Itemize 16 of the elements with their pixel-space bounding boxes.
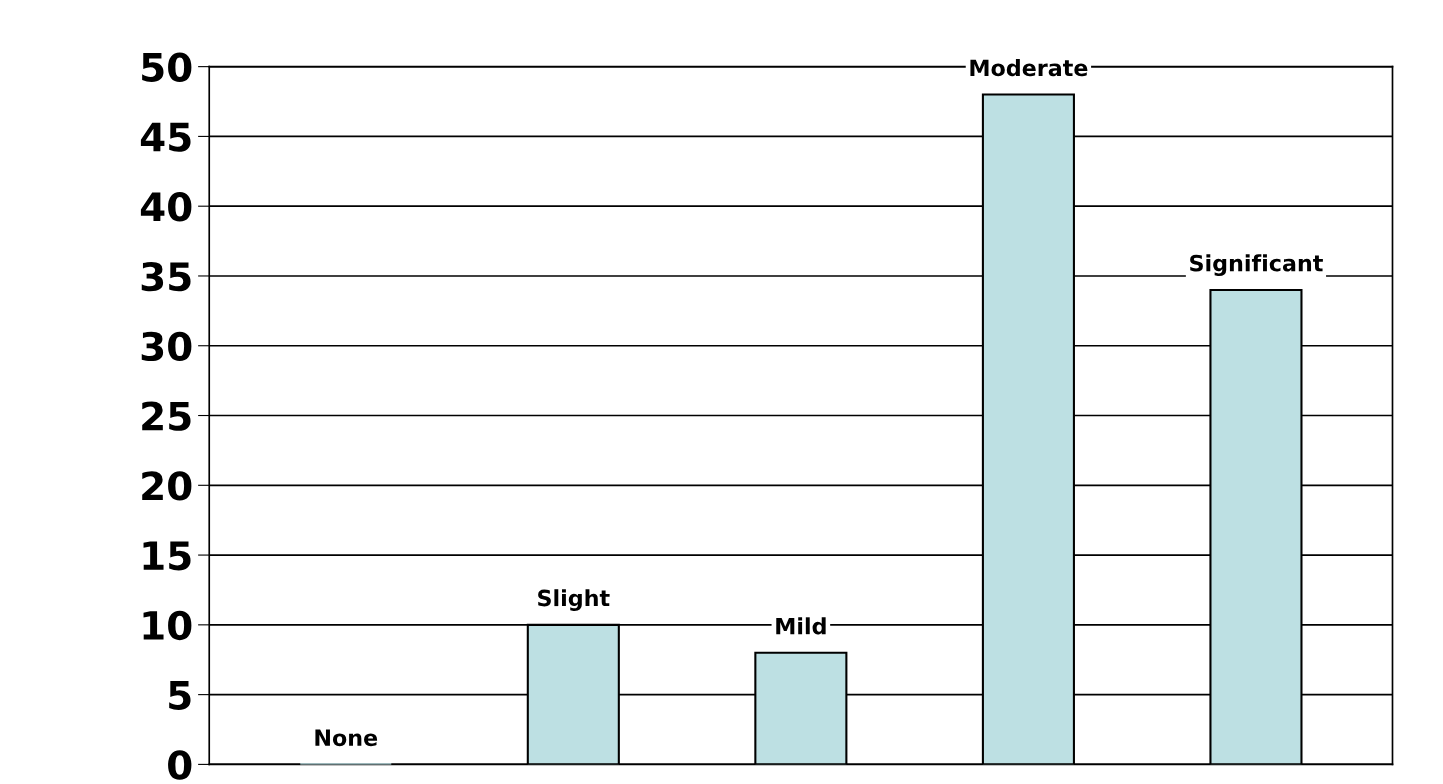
y-tick-label: 10: [143, 610, 192, 641]
x-tick-label: Mild: [776, 617, 826, 635]
y-tick-label: 20: [142, 471, 192, 501]
x-tick-label: Significant: [1190, 254, 1323, 276]
y-tick-label: 15: [143, 541, 191, 571]
y-tick-label: 40: [140, 192, 192, 222]
y-tick-label: 30: [141, 331, 192, 362]
x-tick-label: Slight: [538, 589, 610, 611]
y-tick-label: 0: [168, 750, 192, 780]
y-tick-label: 35: [141, 261, 191, 292]
y-tick-label: 50: [142, 52, 192, 82]
x-tick-label: None: [315, 729, 378, 747]
y-tick-label: 25: [142, 401, 191, 431]
y-tick-label: 45: [140, 122, 191, 152]
y-tick-label: 5: [169, 681, 191, 710]
x-tick-label: Moderate: [970, 59, 1088, 77]
